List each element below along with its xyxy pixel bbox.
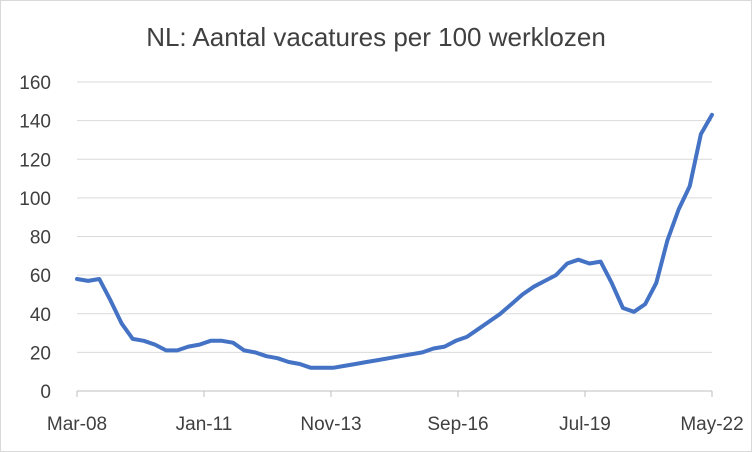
x-tick-label: Sep-16 (427, 414, 488, 435)
gridlines (77, 81, 712, 353)
y-tick-label: 160 (19, 73, 51, 94)
series-group (75, 112, 714, 370)
x-tick-label: Mar-08 (47, 414, 107, 435)
y-axis-ticks: 0 20 40 60 80 100 120 140 160 (19, 73, 51, 403)
x-tick-label: Jul-19 (559, 414, 611, 435)
y-tick-label: 0 (40, 382, 51, 403)
y-tick-label: 20 (30, 343, 51, 364)
x-axis: Mar-08 Jan-11 Nov-13 Sep-16 Jul-19 May-22 (47, 390, 744, 435)
y-tick-label: 100 (19, 189, 51, 210)
y-tick-label: 40 (30, 305, 51, 326)
x-tick-label: Jan-11 (176, 414, 233, 435)
y-tick-label: 80 (30, 228, 51, 249)
y-tick-label: 120 (19, 150, 51, 171)
x-tick-label: May-22 (680, 414, 743, 435)
y-tick-label: 140 (19, 112, 51, 133)
chart-title: NL: Aantal vacatures per 100 werklozen (146, 22, 606, 52)
y-tick-label: 60 (30, 266, 51, 287)
x-tick-label: Nov-13 (300, 414, 361, 435)
series-line (75, 112, 714, 370)
